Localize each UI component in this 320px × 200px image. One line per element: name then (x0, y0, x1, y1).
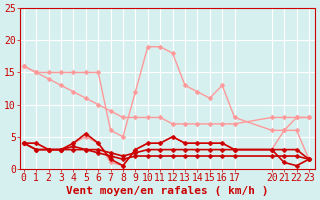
X-axis label: Vent moyen/en rafales ( km/h ): Vent moyen/en rafales ( km/h ) (66, 186, 269, 196)
